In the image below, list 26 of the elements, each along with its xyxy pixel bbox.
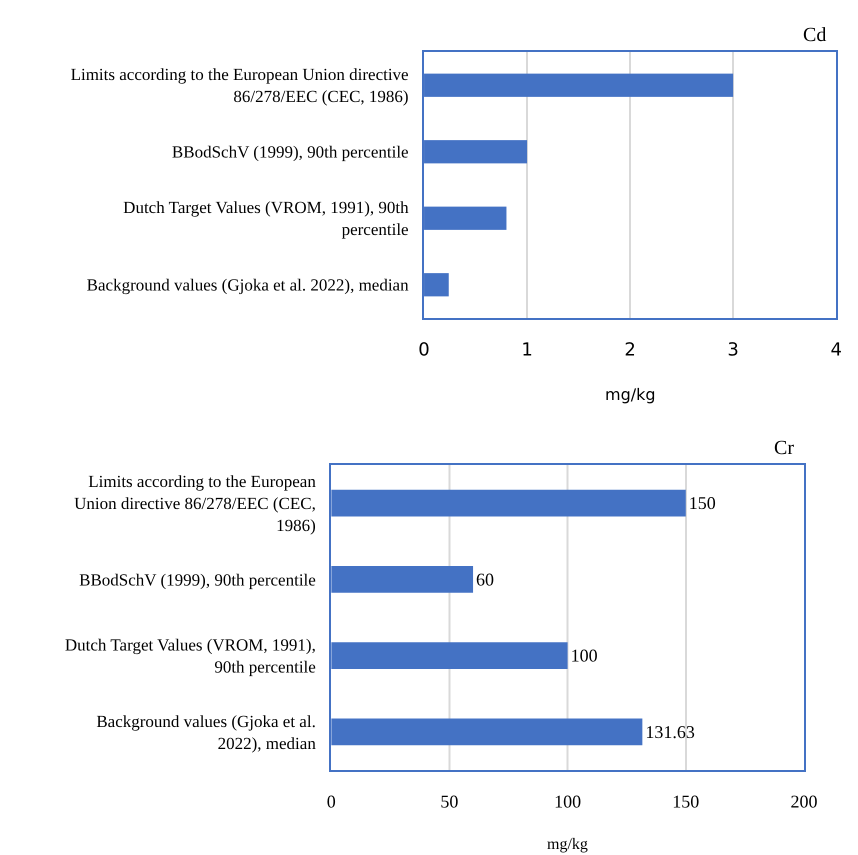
x-tick-label: 200 (790, 792, 818, 812)
x-axis-title: mg/kg (605, 385, 656, 404)
x-tick-label: 50 (440, 792, 458, 812)
x-tick-label: 150 (672, 792, 700, 812)
x-tick-label: 100 (554, 792, 582, 812)
y-tick-label: BBodSchV (1999), 90th percentile (79, 570, 316, 590)
data-label: 131.63 (645, 722, 695, 742)
y-tick-label: Dutch Target Values (VROM, 1991), 90th percentile (123, 198, 410, 240)
y-tick-label: Limits according to the European Union directive 86/278/EEC (CEC, 1986) (74, 472, 316, 536)
x-tick-label: 0 (418, 340, 430, 361)
data-label: 60 (476, 569, 494, 590)
x-tick-label: 4 (830, 340, 842, 361)
y-tick-label: Background values (Gjoka et al. 2022), median (96, 712, 316, 753)
x-tick-label: 2 (624, 340, 636, 361)
chart-title: Cr (774, 437, 794, 459)
x-tick-label: 3 (727, 340, 739, 361)
x-tick-label: 1 (521, 340, 533, 361)
y-tick-label: Background values (Gjoka et al. 2022), median (86, 276, 410, 295)
chart-title: Cd (803, 24, 826, 46)
y-tick-label: Limits according to the European Union directive 86/278/EEC (CEC, 1986) (70, 65, 409, 106)
x-axis-title: mg/kg (547, 836, 588, 853)
x-tick-label: 0 (326, 792, 336, 812)
data-label: 150 (688, 493, 716, 514)
data-label: 100 (570, 646, 598, 666)
y-tick-label: Dutch Target Values (VROM, 1991), 90th percentile (64, 636, 316, 677)
y-tick-label: BBodSchV (1999), 90th percentile (172, 142, 409, 162)
